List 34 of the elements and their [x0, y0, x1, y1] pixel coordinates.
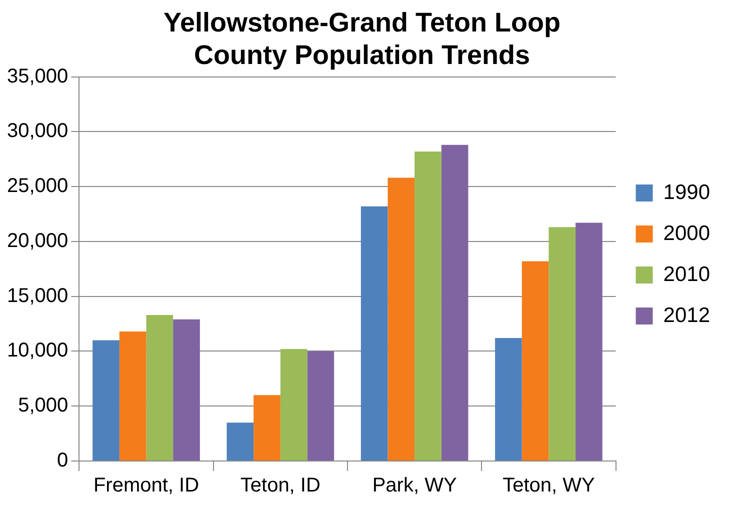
bar [119, 331, 146, 460]
x-tick-label: Teton, ID [240, 474, 320, 497]
text: Yellowstone-Grand Teton Loop [164, 8, 560, 38]
bar [254, 395, 280, 460]
legend-label: 1990 [663, 180, 710, 204]
y-tick-label: 30,000 [7, 120, 68, 142]
bar [441, 144, 468, 460]
text: County Population Trends [194, 40, 530, 70]
y-tick-label: 0 [57, 450, 68, 472]
y-tick-label: 15,000 [7, 284, 68, 307]
bar [146, 315, 174, 460]
bar [548, 227, 576, 460]
y-tick-label: 10,000 [7, 340, 68, 362]
x-tick-label: Fremont, ID [93, 474, 200, 497]
x-tick-label: Park, WY [372, 474, 457, 497]
bar [92, 340, 120, 460]
legend-label: 2000 [663, 222, 710, 245]
bar [522, 261, 549, 460]
bar [495, 338, 522, 460]
legend-label: 2012 [663, 304, 710, 327]
bar [360, 206, 388, 460]
bar [226, 422, 254, 460]
bar [388, 178, 415, 460]
legend-label: 2010 [663, 262, 710, 286]
bar [280, 349, 308, 460]
y-tick-label: 5,000 [18, 394, 68, 417]
bar [307, 351, 334, 460]
x-tick-label: Teton, WY [502, 474, 595, 497]
bar [173, 319, 200, 460]
y-tick-label: 25,000 [7, 175, 68, 198]
bar [576, 222, 602, 460]
y-tick-label: 20,000 [7, 230, 68, 252]
bar [414, 151, 442, 460]
y-tick-label: 35,000 [7, 65, 68, 88]
